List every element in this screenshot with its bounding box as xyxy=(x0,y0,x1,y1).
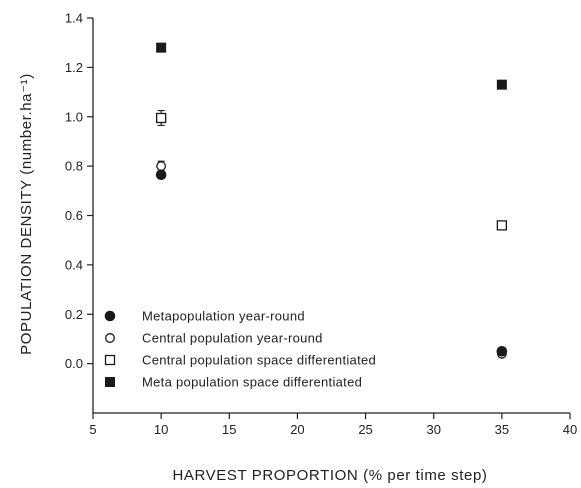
y-tick-label: 1.2 xyxy=(65,60,83,75)
legend: Metapopulation year-round Central populat… xyxy=(104,309,376,390)
y-tick-label: 1.0 xyxy=(65,109,83,124)
y-tick-label: 0.2 xyxy=(65,307,83,322)
legend-label: Meta population space differentiated xyxy=(142,375,362,390)
error-bars xyxy=(157,43,165,180)
x-tick-label: 5 xyxy=(89,422,96,437)
x-tick-label: 40 xyxy=(563,422,577,437)
x-tick-label: 10 xyxy=(154,422,168,437)
x-tick-label: 35 xyxy=(495,422,509,437)
x-axis-title: HARVEST PROPORTION (% per time step) xyxy=(172,467,487,484)
x-tick-label: 30 xyxy=(426,422,440,437)
legend-marker xyxy=(104,310,116,322)
legend-marker xyxy=(105,333,115,343)
y-tick-label: 0.8 xyxy=(65,159,83,174)
y-axis-title: POPULATION DENSITY (number.ha⁻¹) xyxy=(18,73,35,355)
x-tick-label: 20 xyxy=(290,422,304,437)
legend-marker xyxy=(105,377,115,387)
data-point xyxy=(496,220,508,231)
legend-label: Central population space differentiated xyxy=(142,353,376,368)
data-point xyxy=(496,79,507,90)
x-tick-label: 25 xyxy=(358,422,372,437)
y-tick-label: 1.4 xyxy=(65,11,83,26)
ticks: 5 10 15 20 25 30 35 40 0.0 0.2 0.4 0.6 0.8 1.0 1.2 1.4 xyxy=(65,11,577,438)
data-points xyxy=(155,42,508,359)
legend-marker xyxy=(104,354,116,366)
data-point xyxy=(156,161,167,172)
legend-label: Metapopulation year-round xyxy=(142,309,305,324)
y-tick-label: 0.6 xyxy=(65,208,83,223)
data-point xyxy=(155,169,167,181)
x-tick-label: 15 xyxy=(222,422,236,437)
legend-label: Central population year-round xyxy=(142,331,323,346)
y-tick-label: 0.4 xyxy=(65,257,83,272)
data-point xyxy=(156,42,167,53)
y-tick-label: 0.0 xyxy=(65,356,83,371)
data-point xyxy=(496,345,508,357)
data-point xyxy=(155,112,167,124)
